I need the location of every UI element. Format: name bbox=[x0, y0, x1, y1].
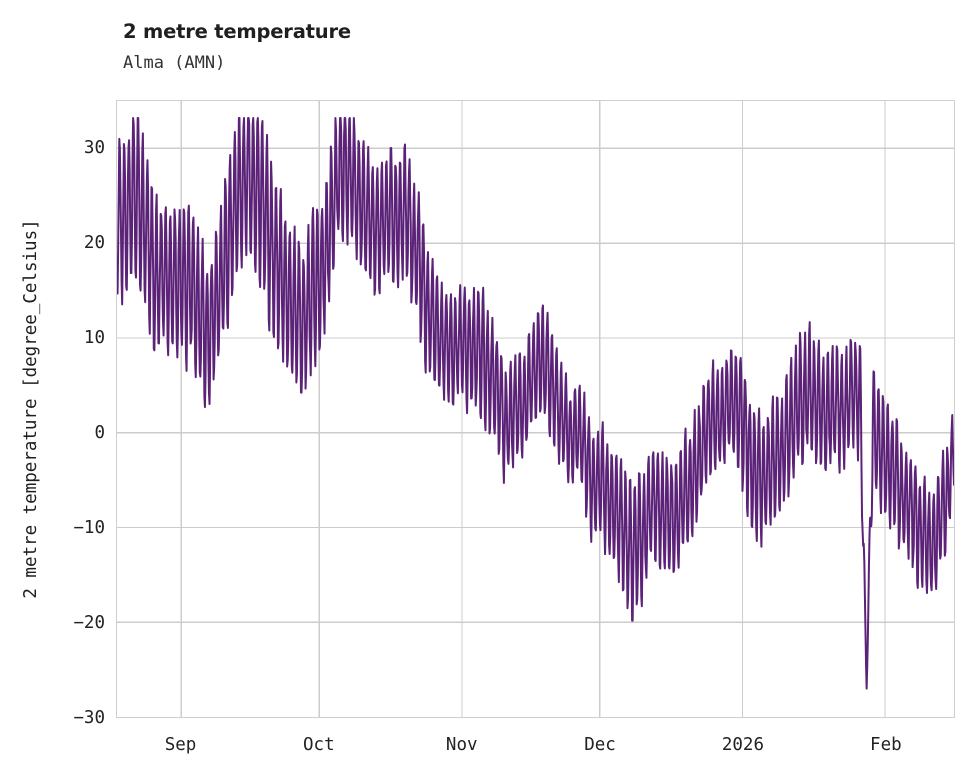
x-tick-label: 2026 bbox=[721, 735, 765, 755]
y-tick-label: 10 bbox=[83, 327, 105, 348]
plot-svg bbox=[117, 101, 954, 717]
temperature-series-line bbox=[117, 117, 954, 690]
x-tick-label: Feb bbox=[870, 735, 902, 755]
y-tick-label: −30 bbox=[73, 708, 105, 728]
y-tick-label: 20 bbox=[83, 232, 105, 253]
y-tick-label: 0 bbox=[94, 422, 105, 443]
chart-title: 2 metre temperature bbox=[123, 20, 351, 43]
y-tick-label: −10 bbox=[73, 517, 105, 538]
plot-area bbox=[116, 100, 955, 718]
x-tick-label: Sep bbox=[164, 735, 197, 755]
y-tick-label: 30 bbox=[83, 137, 105, 158]
y-tick-label: −20 bbox=[73, 612, 105, 633]
y-axis-tick-labels: 30 20 10 0 −10 −20 −30 bbox=[0, 0, 105, 782]
x-tick-label: Dec bbox=[584, 735, 616, 755]
chart-subtitle: Alma (AMN) bbox=[123, 53, 226, 73]
x-tick-label: Oct bbox=[303, 735, 335, 755]
x-tick-label: Nov bbox=[445, 735, 478, 755]
